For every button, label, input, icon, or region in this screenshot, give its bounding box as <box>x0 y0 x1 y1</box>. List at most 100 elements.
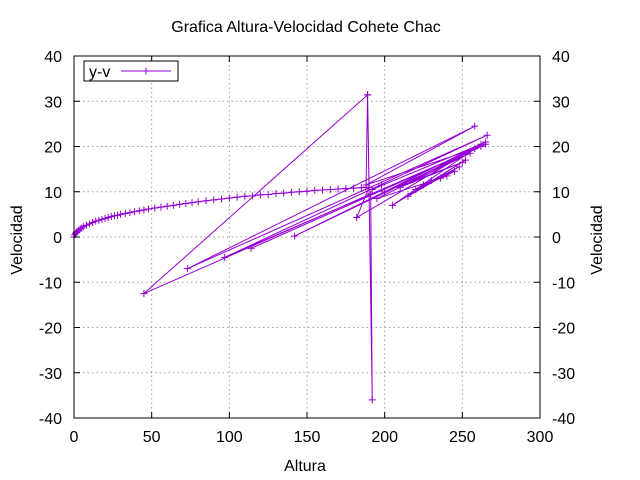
data-point <box>381 188 389 196</box>
chart-title: Grafica Altura-Velocidad Cohete Chac <box>171 19 440 36</box>
data-point <box>107 213 115 221</box>
data-point <box>101 214 109 222</box>
data-point <box>291 232 299 240</box>
data-point <box>176 200 184 208</box>
x-tick-label: 50 <box>143 429 161 446</box>
data-point <box>151 204 159 212</box>
data-point <box>145 205 153 213</box>
data-point <box>126 209 134 217</box>
data-point <box>247 244 255 252</box>
y-tick-label: -20 <box>39 321 62 338</box>
data-point <box>104 214 112 222</box>
data-point <box>157 203 165 211</box>
y-tick-label: -10 <box>39 275 62 292</box>
data-point <box>364 91 372 99</box>
data-point <box>368 396 376 404</box>
data-point <box>218 195 226 203</box>
data-point <box>466 149 474 157</box>
data-point <box>140 290 148 298</box>
data-point <box>272 190 280 198</box>
y-tick-label: 10 <box>44 185 62 202</box>
data-point <box>396 183 404 191</box>
y-tick-label: 0 <box>53 230 62 247</box>
y-tick-label: 20 <box>44 140 62 157</box>
y2-tick-label: -30 <box>552 366 575 383</box>
y2-axis-title: Velocidad <box>589 205 606 274</box>
data-point <box>368 185 376 193</box>
x-tick-label: 300 <box>527 429 554 446</box>
legend-marker <box>142 67 150 75</box>
data-point <box>437 174 445 182</box>
data-point <box>373 195 381 203</box>
data-point <box>72 229 80 237</box>
x-tick-label: 150 <box>294 429 321 446</box>
data-point <box>79 223 87 231</box>
data-point <box>471 122 479 130</box>
data-point <box>92 217 100 225</box>
legend-line-sample <box>121 67 171 75</box>
y2-tick-label: 0 <box>552 230 561 247</box>
y-tick-label: 40 <box>44 49 62 66</box>
data-point <box>477 140 485 148</box>
x-tick-label: 200 <box>371 429 398 446</box>
data-point <box>280 189 288 197</box>
legend: y-v <box>83 60 179 82</box>
data-point <box>221 253 229 261</box>
data-point <box>378 181 386 189</box>
data-point <box>113 211 121 219</box>
data-point <box>404 192 412 200</box>
data-point <box>471 145 479 153</box>
data-point <box>131 208 139 216</box>
y2-tick-label: 40 <box>552 49 570 66</box>
y-tick-label: 30 <box>44 94 62 111</box>
data-point <box>334 185 342 193</box>
data-point <box>86 220 94 228</box>
data-point <box>353 214 361 222</box>
data-point <box>319 186 327 194</box>
data-point <box>451 167 459 175</box>
data-point <box>256 191 264 199</box>
data-point <box>78 224 86 232</box>
x-tick-label: 0 <box>70 429 79 446</box>
data-point <box>367 190 375 198</box>
data-point <box>194 198 202 206</box>
data-point <box>264 190 272 198</box>
data-point <box>420 181 427 189</box>
data-point <box>121 209 129 217</box>
data-point <box>89 219 97 227</box>
data-point <box>249 192 257 200</box>
data-point <box>412 185 420 193</box>
data-point <box>458 158 466 166</box>
legend-label: y-v <box>89 64 110 81</box>
data-point <box>326 185 334 193</box>
axis-ticks: 0 50 100 150 200 250 300-40 -40-30 -30-20 -20-10-… <box>39 49 575 446</box>
data-point <box>210 196 218 204</box>
y2-tick-label: 20 <box>552 140 570 157</box>
data-point <box>117 210 125 218</box>
data-point <box>483 131 491 139</box>
data-point <box>140 206 148 214</box>
data-point <box>135 207 143 215</box>
y2-tick-label: 10 <box>552 185 570 202</box>
data-point <box>287 188 295 196</box>
data-point <box>188 199 196 207</box>
y2-tick-label: -40 <box>552 411 575 428</box>
y-axis-title: Velocidad <box>9 205 26 274</box>
data-point <box>443 172 451 180</box>
data-point <box>202 197 210 205</box>
data-point <box>427 176 435 184</box>
data-point <box>342 185 350 193</box>
data-point <box>388 201 396 209</box>
data-point <box>241 192 249 200</box>
x-axis-title: Altura <box>284 458 326 475</box>
data-point <box>225 194 233 202</box>
data-point <box>455 163 463 171</box>
y2-tick-label: -10 <box>552 275 575 292</box>
y-tick-label: -40 <box>39 411 62 428</box>
data-point <box>98 215 106 223</box>
y2-tick-label: -20 <box>552 321 575 338</box>
data-point <box>82 221 90 229</box>
x-tick-label: 250 <box>449 429 476 446</box>
data-point <box>295 188 303 196</box>
data-point <box>163 202 171 210</box>
